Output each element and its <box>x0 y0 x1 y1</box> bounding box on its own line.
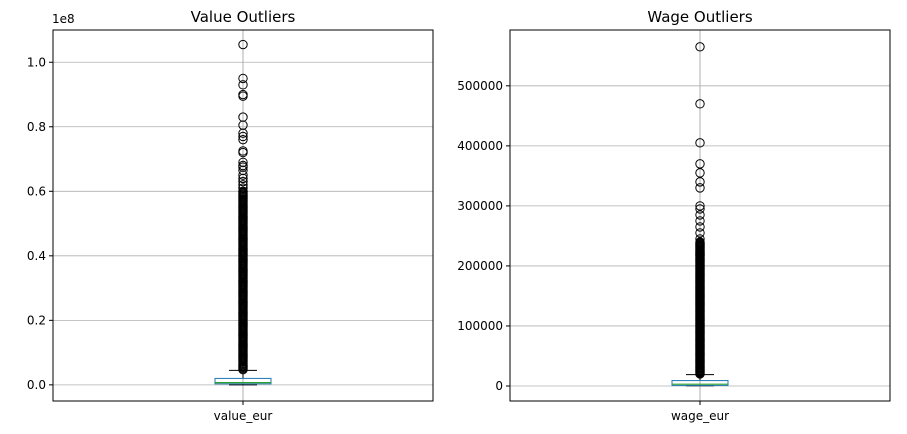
outlier-point <box>695 204 705 214</box>
y-tick-label: 400000 <box>457 139 503 153</box>
outlier-point <box>238 134 248 145</box>
wage-outliers-panel: Wage Outliers wage_eur 0 100000 200000 3000… <box>457 8 891 423</box>
x-tick-label: wage_eur <box>671 409 729 423</box>
outlier-point <box>238 180 248 190</box>
y-tick-label: 0.8 <box>27 120 46 134</box>
outlier-point <box>695 234 705 244</box>
outlier-point <box>695 183 705 193</box>
outlier-point <box>238 128 248 138</box>
iqr-box <box>671 380 729 386</box>
outlier-point <box>695 99 705 109</box>
y-tick-label: 0.6 <box>27 184 46 198</box>
y-tick-label: 300000 <box>457 199 503 213</box>
outlier-point <box>238 173 248 184</box>
outlier-point <box>695 177 705 187</box>
outlier-point <box>695 237 705 247</box>
y-tick-label: 200000 <box>457 259 503 273</box>
iqr-box <box>214 377 272 385</box>
outlier-point <box>238 39 248 50</box>
y-tick-label: 0.0 <box>27 378 46 392</box>
outlier-point <box>238 73 248 84</box>
outlier-point <box>238 147 248 158</box>
outlier-point <box>695 201 705 211</box>
outlier-point <box>238 80 248 90</box>
chart-title: Value Outliers <box>191 8 296 26</box>
outlier-point <box>695 159 705 169</box>
outlier-point <box>695 216 705 226</box>
y-tick-label: 500000 <box>457 79 503 93</box>
outlier-point <box>695 228 705 238</box>
y-offset-label: 1e8 <box>52 12 75 26</box>
outlier-point <box>238 176 248 187</box>
outlier-point <box>238 186 248 197</box>
outlier-point <box>238 131 248 142</box>
x-tick-label: value_eur <box>214 409 273 423</box>
y-tick-label: 0 <box>495 379 503 393</box>
y-tick-label: 0.2 <box>27 313 46 327</box>
y-tick-label: 100000 <box>457 319 503 333</box>
value-outliers-panel: Value Outliers 1e8 value_eur 0.0 0.2 0.4 0.… <box>27 8 434 423</box>
outlier-point <box>695 42 705 52</box>
outlier-point <box>238 91 248 101</box>
chart-title: Wage Outliers <box>647 8 753 26</box>
y-tick-label: 1.0 <box>27 55 46 69</box>
outlier-point <box>238 170 248 180</box>
outlier-point <box>695 222 705 232</box>
y-tick-label: 0.4 <box>27 249 46 263</box>
outlier-point <box>238 183 248 193</box>
outlier-point <box>695 210 705 220</box>
outlier-point <box>695 138 705 148</box>
outlier-point <box>695 168 705 178</box>
